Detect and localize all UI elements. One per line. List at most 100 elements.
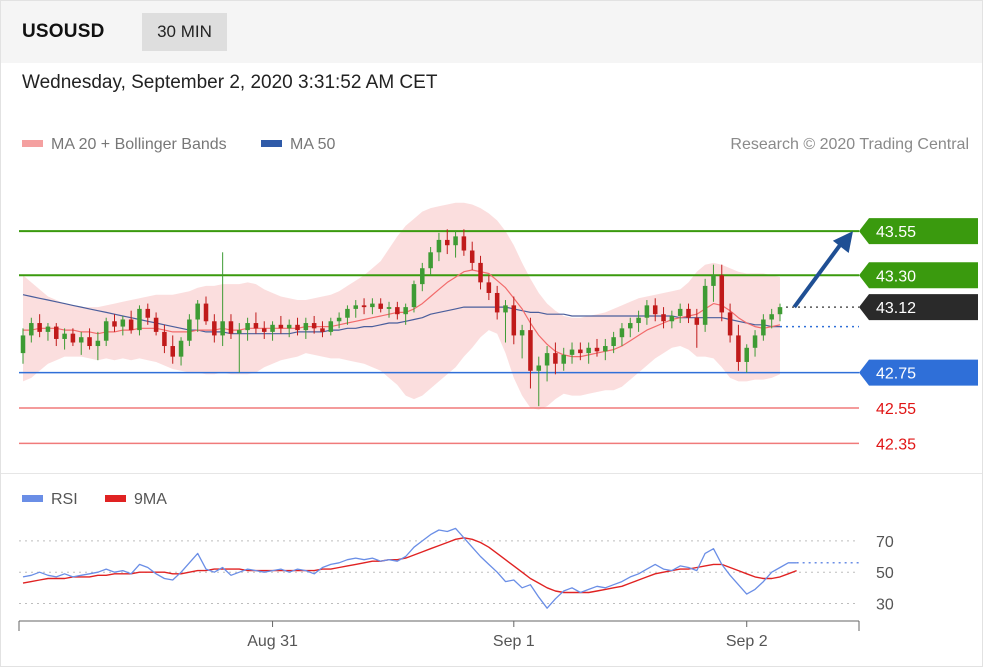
candle-body — [295, 324, 300, 331]
time-axis-label: Sep 1 — [493, 633, 535, 650]
level-label-43.30: 43.30 — [876, 268, 916, 285]
candle-body — [677, 308, 683, 316]
target-arrow-head — [832, 231, 853, 254]
candle-body — [87, 337, 92, 347]
candle-body — [320, 328, 325, 332]
time-axis-label: Sep 2 — [726, 633, 768, 650]
candle-body — [286, 324, 292, 329]
candle-body — [328, 321, 334, 332]
rsi-line — [22, 527, 797, 609]
candle-body — [669, 315, 675, 322]
candle-body — [461, 236, 467, 251]
candle-body — [62, 333, 67, 339]
rsi-ma-legend-label: 9MA — [134, 491, 167, 508]
candle-body — [428, 252, 433, 269]
candle-body — [220, 321, 225, 336]
candle-body — [403, 307, 408, 315]
candle-body — [436, 239, 442, 253]
bollinger-band — [23, 202, 780, 410]
candle-body — [195, 303, 200, 320]
candle-body — [628, 323, 633, 329]
symbol-label: USOUSD — [22, 21, 105, 42]
level-tag-42.75 — [859, 359, 978, 386]
legend-ma20: MA 20 + Bollinger Bands — [22, 136, 227, 154]
candle-body — [478, 262, 483, 283]
candle-body — [203, 303, 209, 322]
candle-body — [569, 349, 575, 355]
rsi-tick-label-50: 50 — [876, 565, 894, 582]
candle-body — [702, 285, 708, 325]
candle-body — [270, 324, 275, 332]
level-tag-43.12 — [859, 294, 978, 321]
candle-body — [603, 346, 608, 352]
time-axis-label: Aug 31 — [247, 633, 298, 650]
candle-body — [245, 323, 250, 331]
candle-body — [278, 324, 284, 329]
level-label-42.35: 42.35 — [876, 436, 916, 453]
candle-body — [78, 337, 84, 343]
candle-body — [636, 317, 641, 324]
legend-ma50: MA 50 — [261, 136, 335, 154]
candle-body — [777, 307, 783, 315]
candle-body — [162, 331, 167, 347]
ma20-swatch — [22, 140, 43, 148]
candle-body — [178, 340, 184, 357]
candle-body — [619, 328, 625, 338]
candle-body — [253, 323, 259, 329]
candle-body — [711, 275, 716, 286]
candle-body — [511, 305, 517, 336]
candle-body — [486, 282, 492, 293]
candle-body — [752, 335, 758, 348]
candle-body — [153, 317, 159, 332]
candle-body — [70, 333, 76, 343]
candle-body — [719, 275, 725, 313]
chart-header-bar: USOUSD 30 MIN — [1, 1, 982, 63]
candle-body — [303, 323, 309, 331]
rsi-legend-label: RSI — [51, 491, 78, 508]
timestamp: Wednesday, September 2, 2020 3:31:52 AM … — [22, 72, 438, 93]
candle-body — [261, 328, 267, 332]
candle-body — [769, 314, 774, 320]
rsi-9ma-line — [22, 537, 797, 594]
level-label-42.55: 42.55 — [876, 401, 916, 418]
candle-body — [536, 365, 542, 371]
candle-body — [212, 321, 217, 336]
timeframe-button[interactable]: 30 MIN — [142, 13, 227, 51]
candle-body — [128, 319, 134, 331]
legend-9ma: 9MA — [105, 491, 167, 509]
candle-body — [120, 319, 126, 327]
candle-body — [361, 305, 367, 308]
ma20-legend-label: MA 20 + Bollinger Bands — [51, 136, 227, 153]
level-tag-43.30 — [859, 262, 978, 289]
candle-body — [453, 236, 458, 246]
candle-body — [137, 308, 142, 331]
candle-body — [20, 335, 26, 354]
research-credit: Research © 2020 Trading Central — [730, 136, 969, 153]
candle-body — [494, 292, 500, 313]
candle-body — [395, 307, 400, 315]
candle-body — [37, 323, 42, 332]
candle-body — [503, 305, 508, 313]
ma50-line — [22, 294, 780, 335]
rsi-swatch — [22, 495, 43, 503]
candle-body — [103, 321, 109, 341]
rsi-ma-swatch — [105, 495, 126, 503]
candle-body — [345, 308, 350, 318]
candle-body — [45, 326, 51, 332]
candle-body — [761, 319, 766, 336]
rsi-tick-label-30: 30 — [876, 596, 894, 613]
candle-body — [444, 239, 450, 246]
candlesticks — [20, 229, 783, 407]
candle-body — [519, 330, 525, 336]
candle-body — [611, 337, 616, 347]
ma50-legend-label: MA 50 — [290, 136, 336, 153]
candle-body — [578, 349, 583, 354]
candle-body — [727, 312, 733, 336]
candle-body — [694, 317, 700, 325]
candle-body — [420, 268, 425, 285]
ma20-line — [23, 269, 781, 358]
target-arrow-shaft — [792, 239, 845, 309]
rsi-tick-label-70: 70 — [876, 534, 894, 551]
